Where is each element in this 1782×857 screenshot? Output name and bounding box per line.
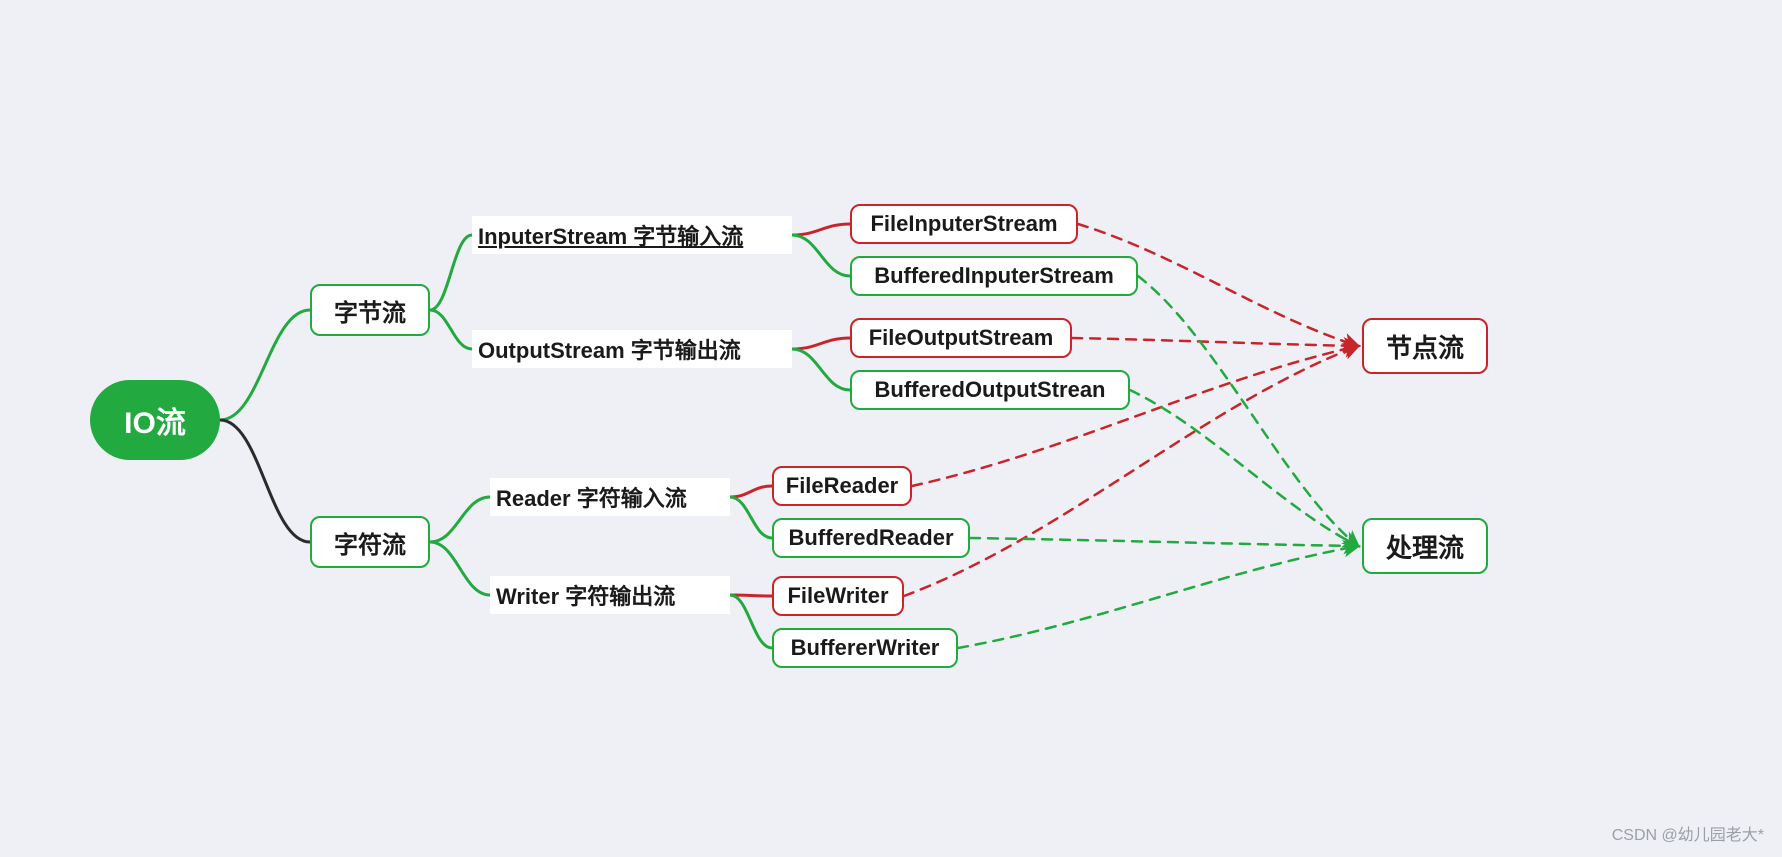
dashed-edge xyxy=(1072,338,1358,346)
dashed-edge xyxy=(970,538,1358,546)
node-label: Reader 字符输入流 xyxy=(496,481,687,513)
node-inStr: InputerStream 字节输入流 xyxy=(472,216,792,254)
node-proc_stream: 处理流 xyxy=(1362,518,1488,574)
node-reader: Reader 字符输入流 xyxy=(490,478,730,516)
node-label: InputerStream 字节输入流 xyxy=(478,219,743,251)
node-label: BuffererWriter xyxy=(791,635,940,661)
node-fw: FileWriter xyxy=(772,576,904,616)
dashed-edge xyxy=(1130,390,1358,546)
node-label: FileOutputStream xyxy=(869,325,1054,351)
node-label: BufferedReader xyxy=(788,525,953,551)
tree-edge xyxy=(430,310,472,349)
node-writer: Writer 字符输出流 xyxy=(490,576,730,614)
dashed-edge xyxy=(1138,276,1358,546)
dashed-edge xyxy=(958,546,1358,648)
node-root: IO流 xyxy=(90,380,220,460)
watermark: CSDN @幼儿园老大* xyxy=(1612,821,1764,845)
tree-edge xyxy=(792,235,850,276)
tree-edge xyxy=(730,497,772,538)
node-label: 节点流 xyxy=(1386,328,1464,365)
node-label: FileWriter xyxy=(787,583,888,609)
node-label: Writer 字符输出流 xyxy=(496,579,675,611)
node-label: OutputStream 字节输出流 xyxy=(478,333,741,365)
dashed-edge xyxy=(912,346,1358,486)
node-label: BufferedInputerStream xyxy=(874,263,1114,289)
node-node_stream: 节点流 xyxy=(1362,318,1488,374)
tree-edge xyxy=(430,497,490,542)
tree-edge xyxy=(430,542,490,595)
node-label: 字符流 xyxy=(334,525,406,560)
node-fos: FileOutputStream xyxy=(850,318,1072,358)
node-label: 处理流 xyxy=(1386,528,1464,565)
node-byte: 字节流 xyxy=(310,284,430,336)
tree-edge xyxy=(792,349,850,390)
node-label: BufferedOutputStrean xyxy=(875,377,1106,403)
tree-edge xyxy=(220,310,310,420)
node-label: FileInputerStream xyxy=(870,211,1057,237)
edge-layer xyxy=(0,0,1782,857)
node-label: IO流 xyxy=(124,398,186,442)
tree-edge xyxy=(730,486,772,497)
tree-edge xyxy=(220,420,310,542)
tree-edge xyxy=(730,595,772,648)
node-bos: BufferedOutputStrean xyxy=(850,370,1130,410)
node-char: 字符流 xyxy=(310,516,430,568)
tree-edge xyxy=(792,338,850,349)
node-label: FileReader xyxy=(786,473,899,499)
node-outStr: OutputStream 字节输出流 xyxy=(472,330,792,368)
node-label: 字节流 xyxy=(334,293,406,328)
tree-edge xyxy=(430,235,472,310)
node-fr: FileReader xyxy=(772,466,912,506)
node-bw: BuffererWriter xyxy=(772,628,958,668)
tree-edge xyxy=(792,224,850,235)
node-fis: FileInputerStream xyxy=(850,204,1078,244)
node-bis: BufferedInputerStream xyxy=(850,256,1138,296)
node-br: BufferedReader xyxy=(772,518,970,558)
